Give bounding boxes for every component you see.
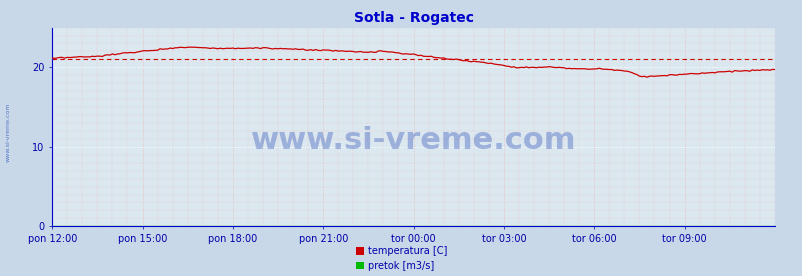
Title: Sotla - Rogatec: Sotla - Rogatec (353, 11, 473, 25)
Text: www.si-vreme.com: www.si-vreme.com (250, 126, 576, 155)
Text: www.si-vreme.com: www.si-vreme.com (6, 103, 10, 162)
Legend: temperatura [C], pretok [m3/s]: temperatura [C], pretok [m3/s] (355, 246, 447, 271)
